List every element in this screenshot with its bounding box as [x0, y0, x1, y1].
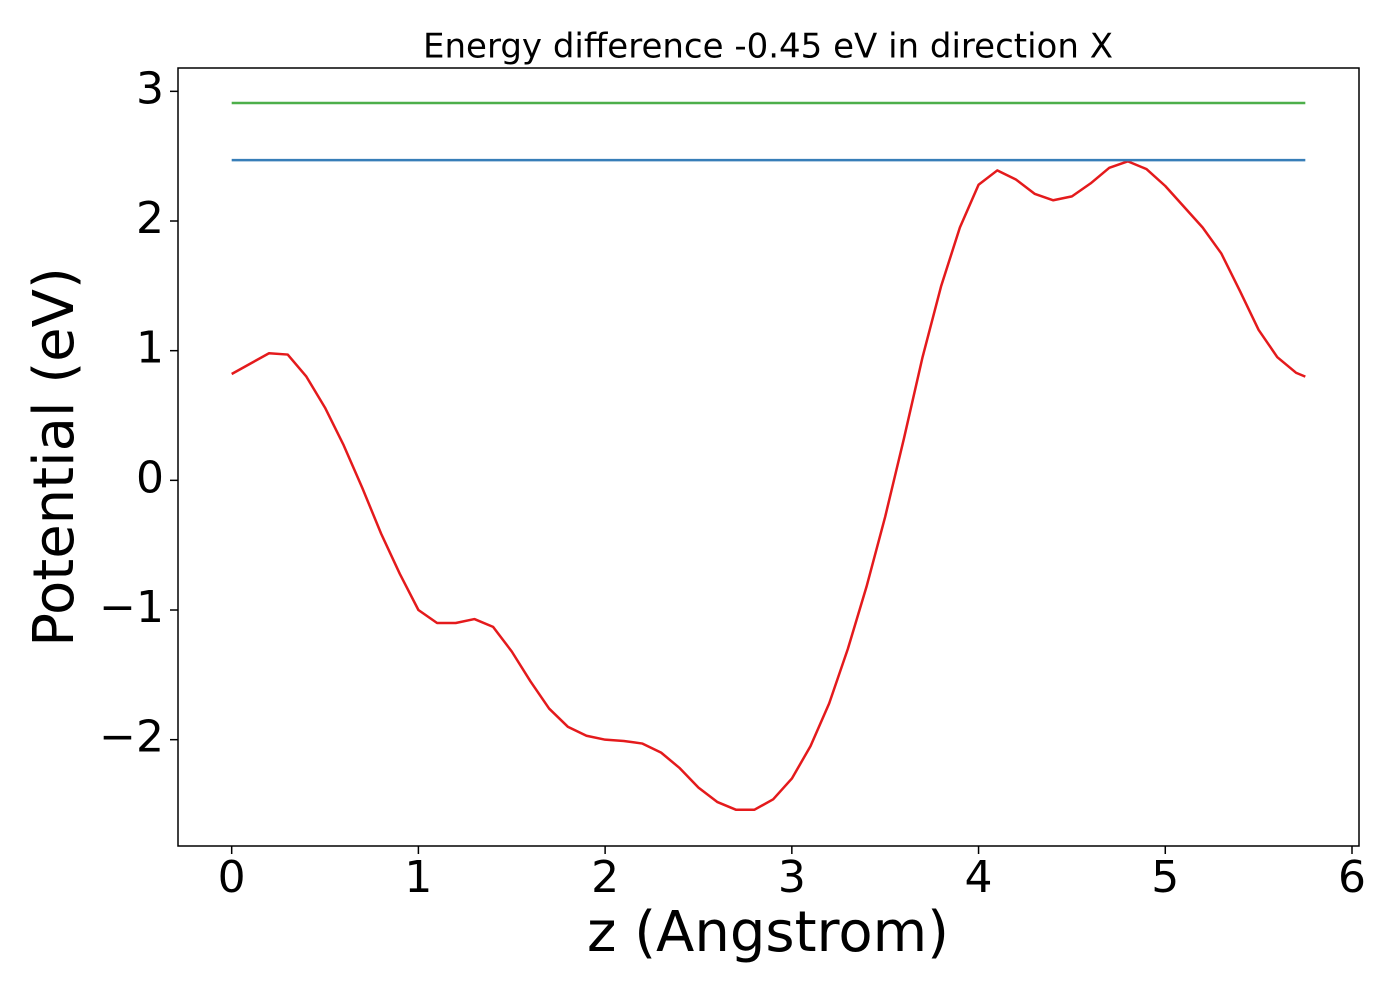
x-tick-label: 4	[965, 852, 993, 903]
x-tick-label: 6	[1338, 852, 1366, 903]
plot-frame	[177, 67, 1360, 847]
y-axis-label: Potential (eV)	[22, 267, 87, 647]
x-tick-label: 3	[778, 852, 806, 903]
x-axis-label: z (Angstrom)	[587, 900, 949, 965]
y-tick-label: −2	[99, 712, 164, 763]
y-tick-label: 1	[136, 323, 164, 374]
x-tick-label: 1	[404, 852, 432, 903]
data-line	[231, 160, 1306, 811]
chart-title: Energy difference -0.45 eV in direction …	[423, 27, 1113, 67]
x-tick-label: 0	[218, 852, 246, 903]
x-tick-label: 2	[591, 852, 619, 903]
y-tick-label: 2	[136, 193, 164, 244]
x-tick-label: 5	[1151, 852, 1179, 903]
y-tick-label: −1	[99, 582, 164, 633]
y-tick-label: 0	[136, 452, 164, 503]
y-tick-label: 3	[136, 63, 164, 114]
